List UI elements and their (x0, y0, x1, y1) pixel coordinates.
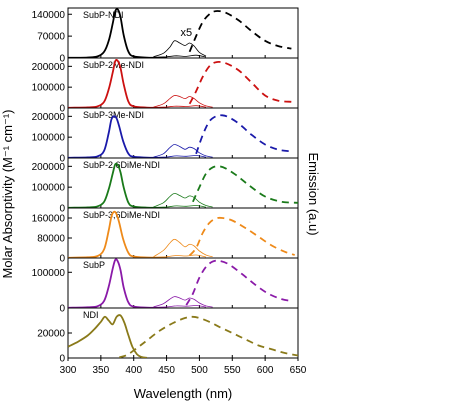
y-axis-label: Molar Absorptivity (M⁻¹ cm⁻¹) (0, 109, 15, 278)
panel-2: 0 100000 200000 SubP-3Me-NDI (32, 107, 299, 165)
y-tick-label: 200000 (32, 112, 66, 123)
emission-series (188, 10, 292, 53)
y-tick-label: 0 (59, 254, 65, 265)
secondary-y-axis-label: Emission (a.u) (306, 152, 321, 235)
panel-label: SubP-3Me-NDI (83, 110, 144, 120)
y-tick-label: 80000 (37, 234, 65, 245)
panel-0: 0 70000 140000 SubP-NDI x5 (32, 7, 299, 65)
absorption-x5-series (153, 144, 213, 158)
absorption-x5-series (153, 54, 207, 58)
absorption-x5-series (153, 205, 207, 208)
emission-series (188, 216, 295, 257)
absorption-x5-series (153, 105, 207, 108)
absorption-x5-series (153, 238, 213, 258)
y-tick-label: 100000 (32, 83, 66, 94)
y-tick-label: 70000 (37, 32, 65, 43)
emission-series (185, 259, 292, 306)
absorption-series (68, 59, 167, 108)
x5-annotation: x5 (180, 27, 192, 39)
absorption-x5-series (153, 305, 207, 308)
y-tick-label: 200000 (32, 62, 66, 73)
y-tick-label: 160000 (32, 214, 66, 225)
x-tick-label: 450 (158, 365, 175, 376)
absorption-x5-series (153, 95, 213, 108)
panel-label: SubP-2,6DiMe-NDI (83, 160, 160, 170)
x-tick-label: 650 (290, 365, 307, 376)
x-axis: 300 350 400 450 500 550 600 650 (60, 358, 307, 376)
y-tick-label: 140000 (32, 10, 66, 21)
absorption-x5-series (153, 155, 207, 158)
absorption-x5-series (153, 192, 213, 208)
x-tick-label: 300 (60, 365, 77, 376)
x-tick-label: 500 (191, 365, 208, 376)
y-tick-label: 20000 (37, 329, 65, 340)
absorption-series (68, 115, 167, 158)
y-tick-label: 0 (59, 204, 65, 215)
panel-label: SubP (83, 260, 105, 270)
absorption-x5-series (153, 296, 213, 308)
panel-4: 0 80000 160000 SubP-3,6DiMe-NDI (32, 207, 299, 265)
x-tick-label: 550 (224, 365, 241, 376)
y-tick-label: 0 (59, 154, 65, 165)
emission-series (119, 315, 298, 358)
y-tick-label: 100000 (32, 183, 66, 194)
emission-series (195, 114, 292, 155)
absorption-series (68, 162, 167, 208)
emission-series (192, 165, 298, 204)
absorption-series (68, 8, 167, 58)
x-tick-label: 400 (125, 365, 142, 376)
y-tick-label: 0 (59, 104, 65, 115)
y-tick-label: 100000 (32, 268, 66, 279)
y-tick-label: 200000 (32, 162, 66, 173)
emission-series (188, 60, 292, 105)
x-tick-label: 350 (93, 365, 110, 376)
panel-label: SubP-3,6DiMe-NDI (83, 210, 160, 220)
x-axis-label: Wavelength (nm) (134, 386, 233, 401)
absorption-series (68, 258, 167, 308)
absorption-x5-series (153, 40, 207, 58)
y-tick-label: 0 (59, 304, 65, 315)
panel-5: 0 100000 SubP (32, 257, 299, 315)
panel-label: NDI (83, 310, 99, 320)
absorption-series (68, 210, 167, 258)
absorption-series (68, 314, 148, 358)
y-tick-label: 100000 (32, 133, 66, 144)
absorption-x5-series (153, 254, 207, 258)
panel-label: SubP-NDI (83, 10, 124, 20)
panel-6: 0 20000 NDI (37, 307, 299, 365)
x-tick-label: 600 (257, 365, 274, 376)
y-tick-label: 0 (59, 354, 65, 365)
panel-frame (67, 307, 299, 359)
y-tick-label: 0 (59, 54, 65, 65)
panel-3: 0 100000 200000 SubP-2,6DiMe-NDI (32, 157, 299, 215)
